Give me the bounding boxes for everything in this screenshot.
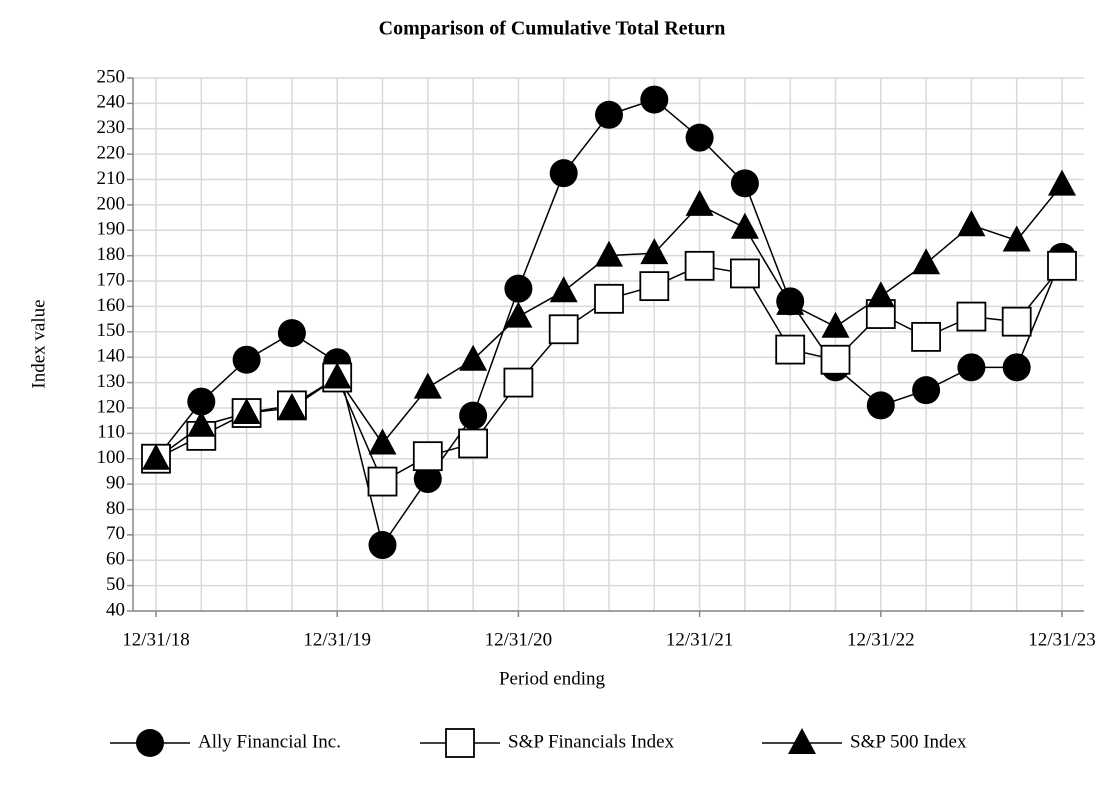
y-tick-label: 160 <box>97 295 126 316</box>
x-axis-label: Period ending <box>499 668 606 689</box>
y-tick-label: 130 <box>97 371 126 392</box>
marker <box>142 443 170 470</box>
marker <box>412 441 443 472</box>
marker <box>640 238 669 265</box>
marker <box>367 466 398 497</box>
chart-title: Comparison of Cumulative Total Return <box>379 18 726 40</box>
y-tick-label: 40 <box>106 599 125 620</box>
marker <box>912 376 941 405</box>
y-tick-label: 240 <box>97 92 126 113</box>
marker <box>595 100 623 129</box>
marker <box>136 729 164 757</box>
marker <box>277 319 306 348</box>
y-tick-label: 190 <box>97 219 126 240</box>
x-tick-label: 12/31/23 <box>1028 629 1096 650</box>
marker <box>684 250 715 281</box>
marker <box>595 240 623 267</box>
x-tick-label: 12/31/18 <box>122 629 190 650</box>
y-tick-label: 150 <box>97 320 126 341</box>
marker <box>640 85 669 114</box>
y-tick-label: 210 <box>97 168 126 189</box>
y-tick-label: 200 <box>97 193 126 214</box>
marker <box>503 367 534 398</box>
marker <box>639 271 670 302</box>
marker <box>459 401 488 430</box>
legend-label: S&P Financials Index <box>508 731 675 752</box>
marker <box>912 248 941 275</box>
marker <box>957 353 986 382</box>
y-tick-label: 90 <box>106 472 125 493</box>
y-axis-label: Index value <box>28 299 49 388</box>
marker <box>956 301 987 332</box>
marker <box>1047 250 1077 281</box>
y-tick-label: 80 <box>106 498 125 519</box>
marker <box>776 288 805 315</box>
plot-area <box>141 85 1077 560</box>
marker <box>1001 306 1032 337</box>
y-tick-label: 180 <box>97 244 126 265</box>
marker <box>821 311 850 338</box>
marker <box>504 301 533 328</box>
marker <box>866 391 895 420</box>
marker <box>730 258 760 289</box>
x-tick-label: 12/31/19 <box>303 629 371 650</box>
y-tick-label: 250 <box>97 66 126 87</box>
marker <box>323 362 352 389</box>
marker <box>1002 353 1031 382</box>
marker <box>459 344 488 371</box>
marker <box>1048 169 1076 196</box>
marker <box>549 276 578 303</box>
marker <box>685 189 714 216</box>
marker <box>232 398 261 425</box>
marker <box>368 531 397 560</box>
marker <box>957 210 986 237</box>
marker <box>820 344 851 375</box>
x-tick-label: 12/31/20 <box>485 629 553 650</box>
y-tick-label: 60 <box>106 549 125 570</box>
marker <box>368 428 397 455</box>
marker <box>549 159 578 188</box>
marker <box>548 314 579 345</box>
marker <box>413 372 442 399</box>
y-tick-label: 220 <box>97 143 126 164</box>
legend-label: S&P 500 Index <box>850 731 967 752</box>
marker <box>504 274 533 303</box>
legend: Ally Financial Inc. S&P Financials Index S… <box>110 728 967 758</box>
marker <box>788 728 816 754</box>
marker <box>413 465 442 494</box>
marker <box>866 281 895 308</box>
y-tick-label: 230 <box>97 117 126 138</box>
marker <box>775 334 806 365</box>
marker <box>277 392 306 419</box>
y-tick-label: 70 <box>106 523 125 544</box>
marker <box>594 283 624 314</box>
marker <box>685 123 714 152</box>
y-tick-label: 140 <box>97 346 126 367</box>
x-tick-label: 12/31/21 <box>666 629 734 650</box>
x-tick-label: 12/31/22 <box>847 629 915 650</box>
y-tick-label: 100 <box>97 447 126 468</box>
legend-label: Ally Financial Inc. <box>198 731 341 752</box>
marker <box>458 428 489 459</box>
marker <box>187 387 216 416</box>
y-tick-label: 110 <box>97 422 125 443</box>
marker <box>187 410 216 437</box>
y-tick-label: 120 <box>97 396 126 417</box>
marker <box>730 212 759 239</box>
marker <box>1002 225 1031 252</box>
marker <box>445 728 475 758</box>
marker <box>232 345 261 374</box>
marker <box>911 321 941 352</box>
y-tick-label: 50 <box>106 574 125 595</box>
y-tick-label: 170 <box>97 269 126 290</box>
marker <box>730 169 759 198</box>
